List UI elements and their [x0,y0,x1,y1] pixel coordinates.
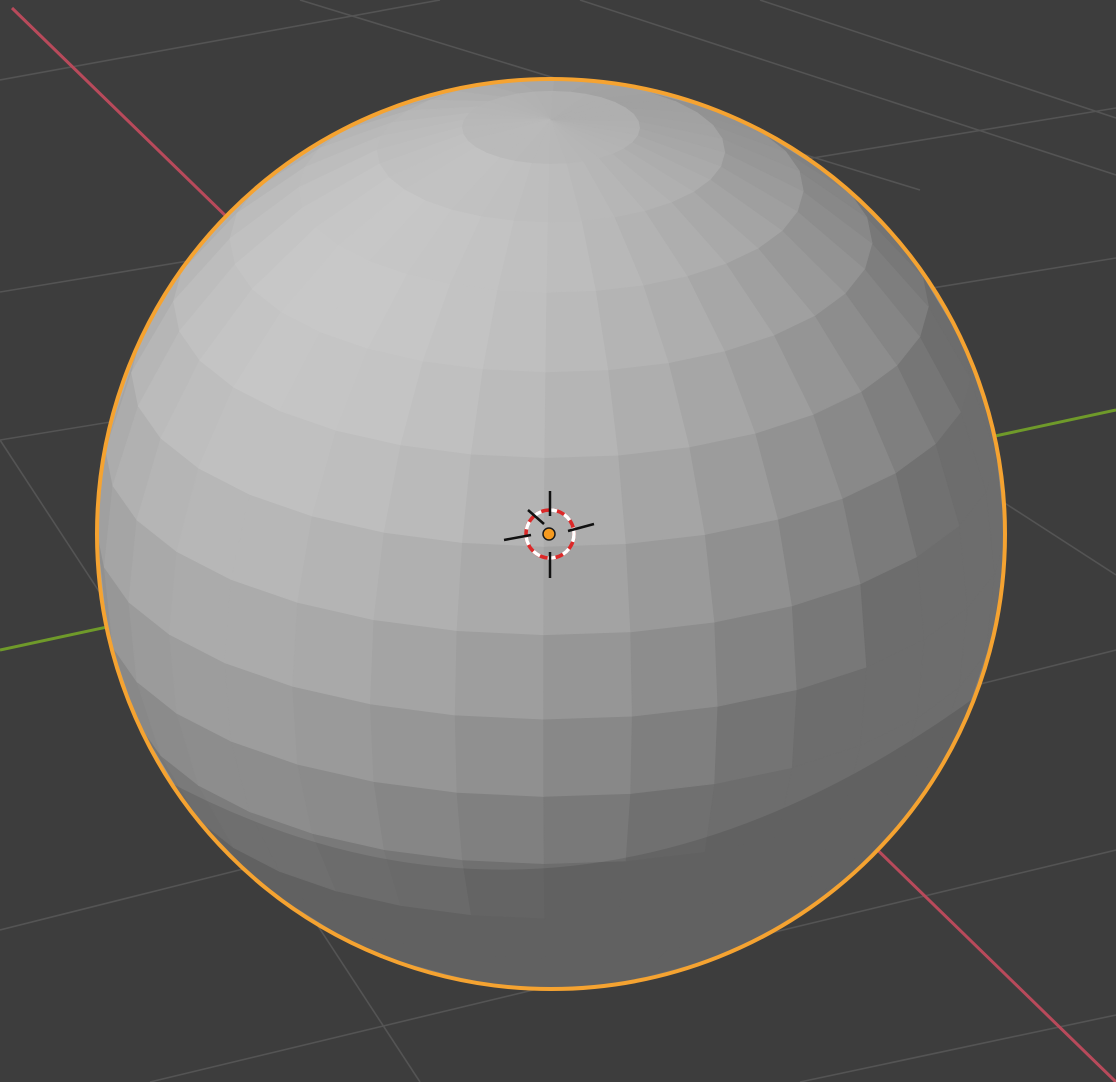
grid-line [579,0,1116,176]
sphere-face [454,630,545,720]
grid-line [759,0,1116,119]
sphere-face [543,631,633,720]
sphere-faceting [97,79,1005,989]
sphere-face [543,715,633,797]
sphere-face [714,605,798,707]
sphere-face [625,533,716,633]
sphere-face [456,791,545,865]
sphere-face [369,703,458,793]
sphere-face [544,369,620,459]
sphere-face [369,619,458,716]
sphere-face [543,793,632,865]
crosshair-icon [503,491,595,578]
sphere-face [292,601,375,705]
object-origin [542,527,556,541]
selection-outline [95,77,1007,991]
sphere-face [297,515,385,621]
sphere-face [630,621,719,717]
sphere-face [373,781,463,861]
sphere-face [470,368,547,459]
sphere-face [462,453,546,547]
sphere-face [543,454,627,547]
grid-line [799,1014,1116,1082]
sphere-face [704,518,793,623]
sphere-face [456,542,545,636]
3d-cursor[interactable] [503,491,595,578]
sphere-face [454,714,545,797]
sphere-face [373,531,463,632]
sphere-face [534,90,553,121]
sphere-face [630,705,719,794]
grid-line [999,499,1116,576]
origin-dot [542,527,556,541]
